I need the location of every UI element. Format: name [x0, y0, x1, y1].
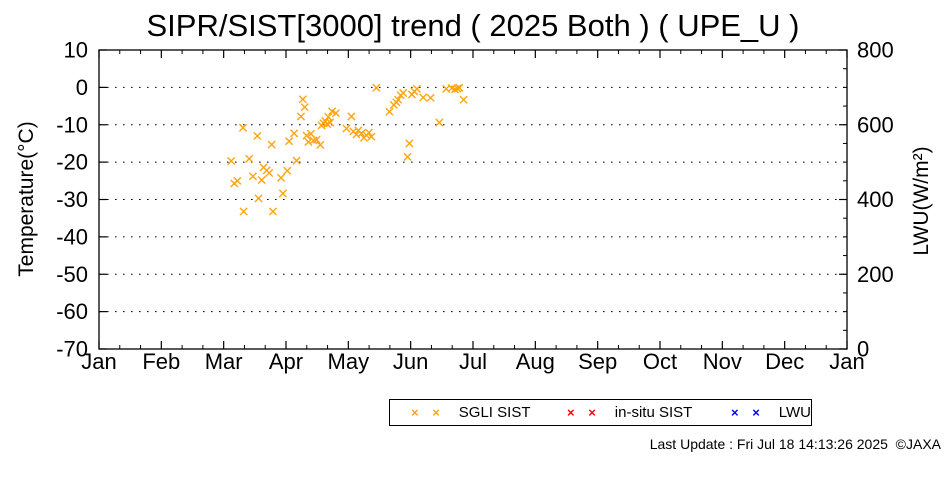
insitu-sist-marker-icon: × × [567, 405, 601, 420]
x-tick-label: May [328, 349, 370, 374]
x-tick-label: Dec [765, 349, 804, 374]
data-point-marker [403, 152, 412, 161]
data-point-marker [342, 124, 351, 133]
data-point-marker [326, 118, 335, 127]
data-point-marker [426, 93, 435, 102]
x-tick-label: Apr [269, 349, 303, 374]
data-point-marker [450, 85, 460, 94]
data-point-marker [405, 139, 414, 148]
data-point-marker [233, 176, 242, 185]
y-tick-label: 0 [76, 75, 88, 100]
y-axis-label: Temperature(°C) [15, 121, 38, 277]
data-point-marker [248, 172, 258, 181]
data-point-marker [324, 112, 333, 121]
x-tick-label: Jun [393, 349, 428, 374]
data-point-marker [292, 156, 301, 165]
y-tick-label: -50 [56, 262, 88, 287]
x-tick-label: Jan [81, 349, 116, 374]
data-point-marker [253, 131, 262, 141]
legend-item-sgli-sist: × × SGLI SIST [411, 400, 531, 425]
legend-label: LWU [778, 404, 812, 421]
y2-axis-label: LWU(W/m²) [910, 146, 933, 256]
data-point-marker [459, 95, 468, 104]
x-tick-label: Feb [142, 349, 180, 374]
y-tick-label: -40 [56, 224, 88, 249]
data-point-marker [357, 129, 366, 138]
legend-label: SGLI SIST [458, 404, 531, 421]
data-point-marker [267, 140, 276, 149]
data-point-marker [399, 88, 408, 98]
data-point-marker [302, 131, 311, 140]
legend-item-insitu-sist: × × in-situ SIST [567, 400, 692, 425]
data-point-marker [312, 135, 321, 144]
x-tick-label: Sep [578, 349, 617, 374]
data-point-marker [296, 112, 306, 121]
lwu-marker-icon: × × [731, 405, 765, 420]
y-tick-label: 10 [64, 38, 88, 63]
chart-title: SIPR/SIST[3000] trend ( 2025 Both ) ( UP… [146, 8, 800, 43]
data-point-marker [385, 107, 394, 116]
y2-tick-label: 600 [857, 112, 894, 137]
data-point-marker [435, 118, 444, 127]
data-point-marker [331, 109, 340, 118]
data-point-marker [239, 207, 248, 216]
y-tick-label: -70 [56, 337, 88, 362]
data-point-marker [285, 137, 294, 146]
data-point-marker [372, 83, 381, 92]
data-point-marker [316, 140, 325, 150]
y2-tick-label: 200 [857, 262, 894, 287]
x-tick-label: Jan [829, 349, 864, 374]
data-point-marker [304, 137, 313, 147]
last-update-text: Last Update : Fri Jul 18 14:13:26 2025 ©… [649, 436, 941, 452]
y-tick-label: -20 [56, 150, 88, 175]
sgli-sist-marker-icon: × × [411, 405, 445, 420]
data-point-marker [265, 168, 274, 178]
y2-tick-label: 400 [857, 187, 894, 212]
data-point-marker [298, 95, 307, 104]
data-point-marker [367, 132, 376, 141]
data-point-marker [412, 84, 421, 93]
data-point-marker [300, 103, 309, 112]
data-point-marker [254, 194, 263, 203]
data-point-marker [455, 83, 464, 92]
y-tick-label: -30 [56, 187, 88, 212]
data-point-marker [278, 189, 287, 198]
data-point-marker [227, 156, 236, 166]
x-tick-label: Nov [703, 349, 742, 374]
legend-item-lwu: × × LWU [731, 400, 811, 425]
data-point-marker [245, 154, 254, 163]
legend-label: in-situ SIST [614, 404, 693, 421]
legend-box: × × SGLI SIST × × in-situ SIST × × LWU [389, 399, 812, 426]
data-point-marker [394, 95, 403, 104]
data-point-marker [257, 175, 266, 185]
x-tick-label: Jul [459, 349, 487, 374]
data-point-marker [268, 207, 278, 216]
data-point-marker [290, 129, 299, 138]
data-point-marker [283, 166, 292, 175]
data-point-marker [453, 84, 462, 93]
x-tick-label: Mar [205, 349, 243, 374]
y-tick-label: -60 [56, 299, 88, 324]
data-point-marker [347, 112, 356, 121]
y2-tick-label: 0 [857, 337, 869, 362]
y2-tick-label: 800 [857, 38, 894, 63]
y-tick-label: -10 [56, 112, 88, 137]
data-point-marker [276, 173, 286, 182]
data-point-marker [419, 93, 428, 102]
data-point-marker [364, 128, 373, 137]
data-point-marker [238, 123, 248, 132]
x-tick-label: Aug [516, 349, 555, 374]
x-tick-label: Oct [643, 349, 677, 374]
